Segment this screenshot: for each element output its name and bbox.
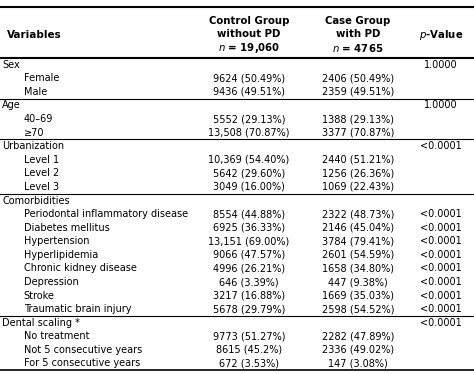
Text: 5552 (29.13%): 5552 (29.13%): [213, 114, 285, 124]
Text: 4996 (26.21%): 4996 (26.21%): [213, 263, 285, 273]
Text: 2322 (48.73%): 2322 (48.73%): [322, 209, 394, 219]
Text: 1256 (26.36%): 1256 (26.36%): [322, 168, 394, 178]
Text: 13,151 (69.00%): 13,151 (69.00%): [208, 236, 290, 246]
Text: Control Group
without PD: Control Group without PD: [209, 16, 289, 39]
Text: 1.0000: 1.0000: [424, 101, 457, 110]
Text: 2598 (54.52%): 2598 (54.52%): [322, 304, 394, 314]
Text: 8615 (45.2%): 8615 (45.2%): [216, 345, 282, 355]
Text: Female: Female: [24, 73, 59, 83]
Text: 9436 (49.51%): 9436 (49.51%): [213, 87, 285, 97]
Text: 10,369 (54.40%): 10,369 (54.40%): [208, 155, 290, 165]
Text: ≥70: ≥70: [24, 128, 44, 138]
Text: Hyperlipidemia: Hyperlipidemia: [24, 250, 98, 260]
Text: Male: Male: [24, 87, 47, 97]
Text: 3049 (16.00%): 3049 (16.00%): [213, 182, 285, 192]
Text: 1658 (34.80%): 1658 (34.80%): [322, 263, 394, 273]
Text: <0.0001: <0.0001: [420, 236, 462, 246]
Text: $n$ = 4765: $n$ = 4765: [332, 42, 383, 54]
Text: Depression: Depression: [24, 277, 79, 287]
Text: <0.0001: <0.0001: [420, 141, 462, 151]
Text: No treatment: No treatment: [24, 331, 89, 341]
Text: <0.0001: <0.0001: [420, 304, 462, 314]
Text: 3377 (70.87%): 3377 (70.87%): [322, 128, 394, 138]
Text: <0.0001: <0.0001: [420, 263, 462, 273]
Text: 2406 (50.49%): 2406 (50.49%): [322, 73, 394, 83]
Text: For 5 consecutive years: For 5 consecutive years: [24, 358, 140, 368]
Text: 2336 (49.02%): 2336 (49.02%): [322, 345, 394, 355]
Text: 2359 (49.51%): 2359 (49.51%): [322, 87, 394, 97]
Text: Traumatic brain injury: Traumatic brain injury: [24, 304, 131, 314]
Text: 1669 (35.03%): 1669 (35.03%): [322, 291, 394, 301]
Text: Chronic kidney disease: Chronic kidney disease: [24, 263, 137, 273]
Text: 5678 (29.79%): 5678 (29.79%): [213, 304, 285, 314]
Text: 1388 (29.13%): 1388 (29.13%): [322, 114, 394, 124]
Text: 13,508 (70.87%): 13,508 (70.87%): [208, 128, 290, 138]
Text: <0.0001: <0.0001: [420, 291, 462, 301]
Text: $p$-Value: $p$-Value: [419, 28, 463, 42]
Text: Level 2: Level 2: [24, 168, 59, 178]
Text: 2440 (51.21%): 2440 (51.21%): [322, 155, 394, 165]
Text: Level 3: Level 3: [24, 182, 59, 192]
Text: Not 5 consecutive years: Not 5 consecutive years: [24, 345, 142, 355]
Text: 9773 (51.27%): 9773 (51.27%): [213, 331, 285, 341]
Text: Diabetes mellitus: Diabetes mellitus: [24, 223, 109, 233]
Text: Periodontal inflammatory disease: Periodontal inflammatory disease: [24, 209, 188, 219]
Text: 3217 (16.88%): 3217 (16.88%): [213, 291, 285, 301]
Text: Stroke: Stroke: [24, 291, 55, 301]
Text: 1.0000: 1.0000: [424, 60, 457, 70]
Text: Urbanization: Urbanization: [2, 141, 64, 151]
Text: 447 (9.38%): 447 (9.38%): [328, 277, 388, 287]
Text: <0.0001: <0.0001: [420, 223, 462, 233]
Text: 40–69: 40–69: [24, 114, 53, 124]
Text: Hypertension: Hypertension: [24, 236, 89, 246]
Text: Comorbidities: Comorbidities: [2, 196, 70, 206]
Text: 2146 (45.04%): 2146 (45.04%): [322, 223, 394, 233]
Text: <0.0001: <0.0001: [420, 209, 462, 219]
Text: Variables: Variables: [7, 30, 62, 40]
Text: <0.0001: <0.0001: [420, 318, 462, 328]
Text: 9066 (47.57%): 9066 (47.57%): [213, 250, 285, 260]
Text: 3784 (79.41%): 3784 (79.41%): [322, 236, 394, 246]
Text: Age: Age: [2, 101, 21, 110]
Text: 147 (3.08%): 147 (3.08%): [328, 358, 388, 368]
Text: 2282 (47.89%): 2282 (47.89%): [322, 331, 394, 341]
Text: 6925 (36.33%): 6925 (36.33%): [213, 223, 285, 233]
Text: <0.0001: <0.0001: [420, 277, 462, 287]
Text: $n$ = 19,060: $n$ = 19,060: [218, 41, 280, 55]
Text: Dental scaling *: Dental scaling *: [2, 318, 80, 328]
Text: <0.0001: <0.0001: [420, 250, 462, 260]
Text: 8554 (44.88%): 8554 (44.88%): [213, 209, 285, 219]
Text: 1069 (22.43%): 1069 (22.43%): [322, 182, 394, 192]
Text: 9624 (50.49%): 9624 (50.49%): [213, 73, 285, 83]
Text: 5642 (29.60%): 5642 (29.60%): [213, 168, 285, 178]
Text: 672 (3.53%): 672 (3.53%): [219, 358, 279, 368]
Text: Sex: Sex: [2, 60, 20, 70]
Text: Case Group
with PD: Case Group with PD: [325, 16, 391, 39]
Text: Level 1: Level 1: [24, 155, 59, 165]
Text: 646 (3.39%): 646 (3.39%): [219, 277, 279, 287]
Text: 2601 (54.59%): 2601 (54.59%): [322, 250, 394, 260]
